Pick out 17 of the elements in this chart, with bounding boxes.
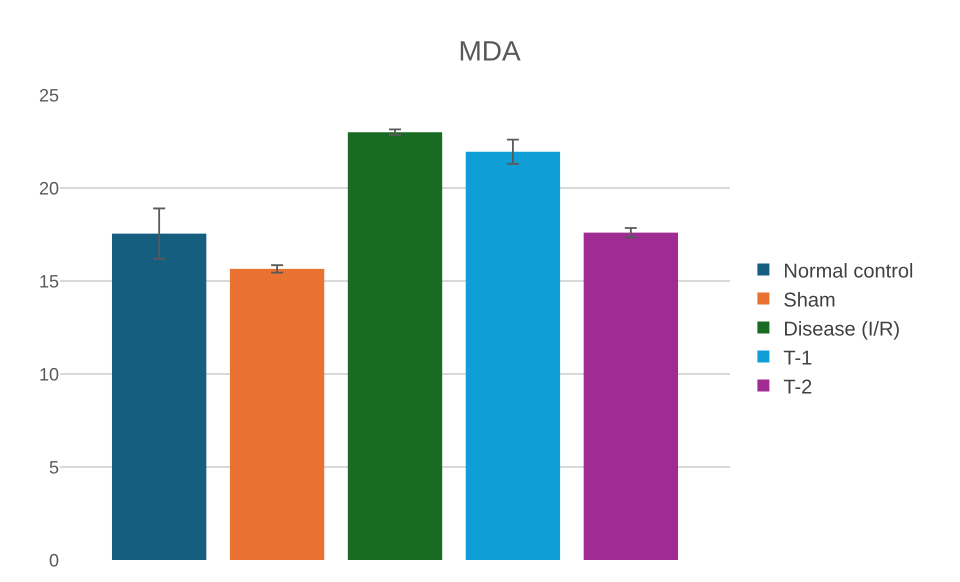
y-tick-label: 25 bbox=[38, 85, 59, 106]
bar bbox=[112, 234, 206, 560]
y-tick-label: 20 bbox=[38, 178, 59, 198]
legend-label: T-2 bbox=[783, 376, 812, 398]
y-tick-label: 15 bbox=[38, 271, 59, 292]
y-tick-label: 5 bbox=[48, 457, 59, 478]
chart-title: MDA bbox=[458, 35, 522, 66]
y-tick-label: 10 bbox=[38, 364, 59, 384]
legend-label: T-1 bbox=[783, 347, 812, 370]
bar bbox=[230, 268, 324, 560]
bar bbox=[348, 132, 442, 560]
legend-label: Disease (I/R) bbox=[783, 318, 900, 340]
bar bbox=[584, 232, 678, 560]
y-tick-label: 0 bbox=[48, 550, 59, 570]
legend-label: Sham bbox=[783, 289, 836, 312]
legend-label: Normal control bbox=[783, 260, 914, 282]
bar bbox=[466, 152, 560, 560]
